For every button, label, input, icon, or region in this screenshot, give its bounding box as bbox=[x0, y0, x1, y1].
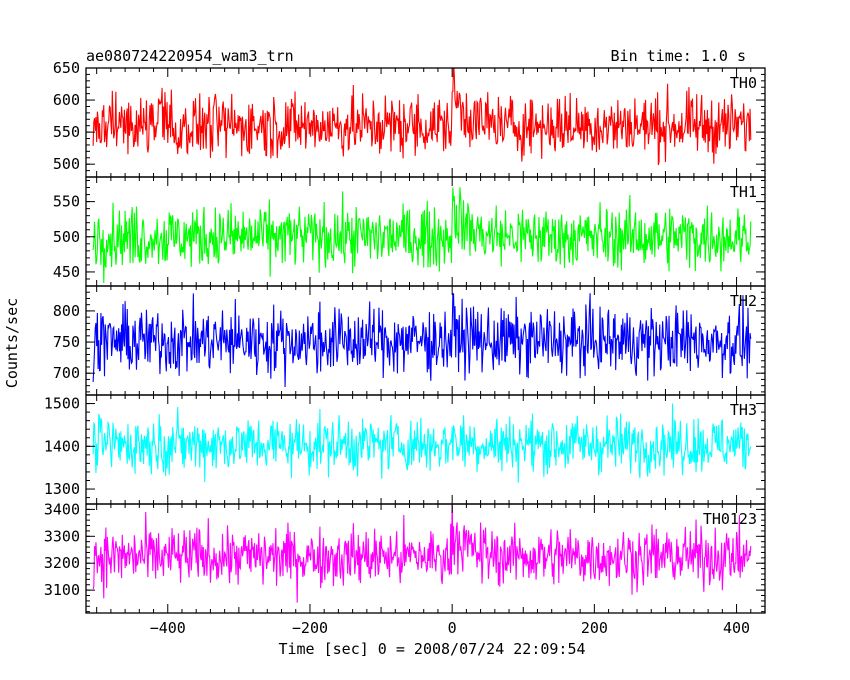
x-axis-label: Time [sec] 0 = 2008/07/24 22:09:54 bbox=[278, 640, 585, 658]
series-line-th2 bbox=[92, 293, 752, 387]
y-tick-label: 800 bbox=[53, 302, 80, 320]
series-line-th0123 bbox=[92, 504, 752, 603]
y-tick-label: 1300 bbox=[44, 480, 80, 498]
series-line-th0 bbox=[92, 68, 752, 166]
panel-label-th1: TH1 bbox=[730, 183, 757, 201]
y-tick-label: 600 bbox=[53, 91, 80, 109]
chart-title: ae080724220954_wam3_trn bbox=[86, 47, 294, 65]
x-tick-label: −200 bbox=[292, 619, 328, 637]
y-tick-label: 3200 bbox=[44, 554, 80, 572]
plot-layer: 500 550 600 650 TH0 450 500 550 TH1 700 750 800 TH2 1… bbox=[44, 59, 766, 637]
y-tick-label: 550 bbox=[53, 123, 80, 141]
y-tick-label: 550 bbox=[53, 193, 80, 211]
y-tick-label: 3400 bbox=[44, 500, 80, 518]
y-tick-label: 500 bbox=[53, 228, 80, 246]
series-line-th1 bbox=[92, 187, 752, 284]
y-tick-label: 500 bbox=[53, 155, 80, 173]
panel-label-th3: TH3 bbox=[730, 401, 757, 419]
x-tick-label: 0 bbox=[448, 619, 457, 637]
y-tick-label: 750 bbox=[53, 333, 80, 351]
bin-time-label: Bin time: 1.0 s bbox=[611, 47, 746, 65]
y-tick-label: 450 bbox=[53, 263, 80, 281]
panel-label-th0123: TH0123 bbox=[703, 510, 757, 528]
y-tick-label: 650 bbox=[53, 59, 80, 77]
y-tick-label: 1400 bbox=[44, 437, 80, 455]
panel-label-th0: TH0 bbox=[730, 74, 757, 92]
x-tick-label: −400 bbox=[150, 619, 186, 637]
y-tick-label: 700 bbox=[53, 364, 80, 382]
panel-label-th2: TH2 bbox=[730, 292, 757, 310]
y-tick-label: 1500 bbox=[44, 395, 80, 413]
series-line-th3 bbox=[92, 403, 752, 483]
x-tick-label: 200 bbox=[581, 619, 608, 637]
y-axis-label: Counts/sec bbox=[3, 298, 21, 388]
y-tick-label: 3300 bbox=[44, 527, 80, 545]
panel-frame-th0123 bbox=[85, 503, 766, 614]
x-tick-label: 400 bbox=[723, 619, 750, 637]
y-tick-label: 3100 bbox=[44, 581, 80, 599]
